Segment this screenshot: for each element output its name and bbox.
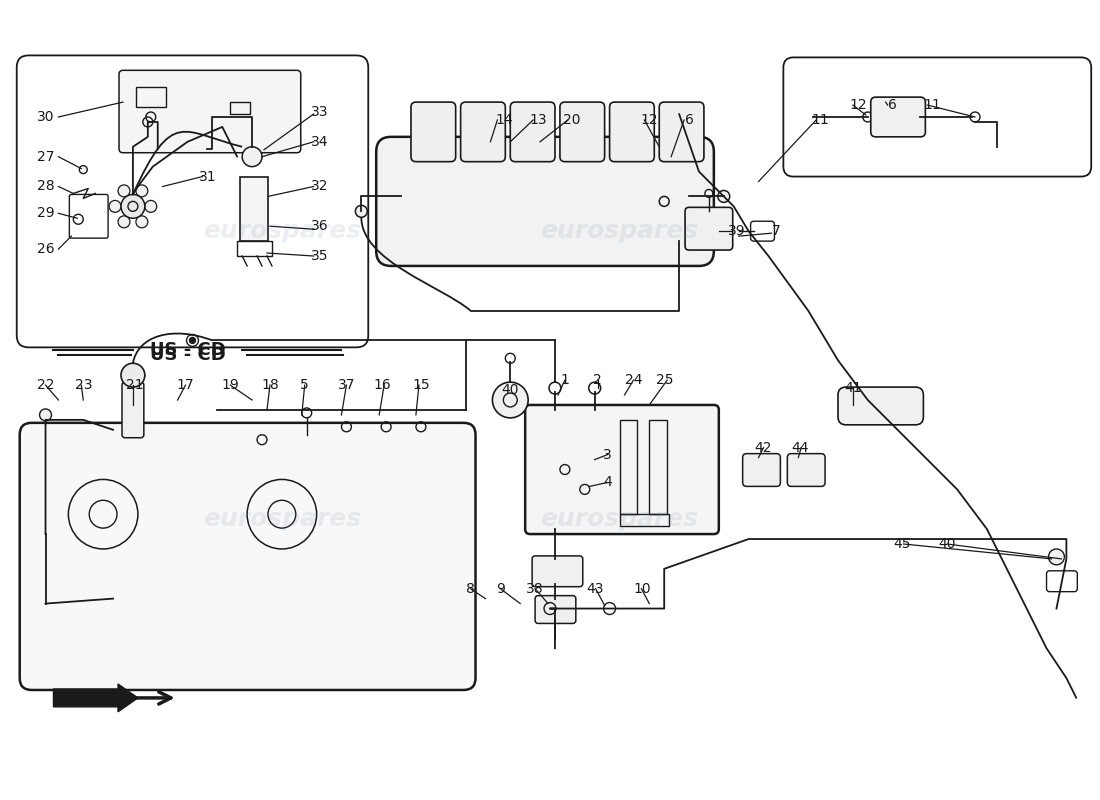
Text: 5: 5 [300, 378, 309, 392]
Text: 45: 45 [894, 537, 911, 551]
Text: 6: 6 [888, 98, 896, 112]
Text: 25: 25 [657, 373, 674, 387]
FancyBboxPatch shape [119, 70, 300, 153]
FancyBboxPatch shape [376, 137, 714, 266]
FancyBboxPatch shape [411, 102, 455, 162]
Text: 17: 17 [177, 378, 195, 392]
Text: 8: 8 [466, 582, 475, 596]
FancyBboxPatch shape [609, 102, 654, 162]
Circle shape [118, 216, 130, 228]
FancyBboxPatch shape [742, 454, 780, 486]
Bar [649, 420, 668, 514]
Text: US - CD: US - CD [150, 342, 226, 359]
FancyBboxPatch shape [535, 596, 575, 623]
Text: 41: 41 [844, 381, 861, 395]
Text: 40: 40 [502, 383, 519, 397]
Circle shape [40, 409, 52, 421]
FancyBboxPatch shape [659, 102, 704, 162]
Text: 1: 1 [561, 373, 570, 387]
Text: 38: 38 [526, 582, 543, 596]
Text: 2: 2 [593, 373, 602, 387]
Text: 12: 12 [640, 113, 658, 127]
Circle shape [493, 382, 528, 418]
Circle shape [109, 200, 121, 212]
FancyBboxPatch shape [685, 207, 733, 250]
Text: 32: 32 [311, 179, 329, 194]
Text: 35: 35 [311, 249, 329, 263]
Text: eurospares: eurospares [202, 219, 361, 243]
FancyBboxPatch shape [788, 454, 825, 486]
Text: 33: 33 [311, 105, 329, 119]
Text: 43: 43 [586, 582, 604, 596]
Circle shape [118, 185, 130, 197]
Bar [619, 420, 637, 514]
Text: eurospares: eurospares [540, 219, 698, 243]
Circle shape [242, 146, 262, 166]
Bar [136, 87, 166, 107]
Text: 3: 3 [603, 448, 612, 462]
Text: 21: 21 [126, 378, 144, 392]
FancyBboxPatch shape [122, 382, 144, 438]
FancyBboxPatch shape [510, 102, 556, 162]
Text: US - CD: US - CD [150, 346, 226, 364]
Circle shape [121, 363, 145, 387]
Text: 40: 40 [938, 537, 956, 551]
Circle shape [1048, 549, 1065, 565]
FancyBboxPatch shape [871, 97, 925, 137]
FancyBboxPatch shape [560, 102, 605, 162]
Bar [619, 514, 669, 526]
Circle shape [718, 190, 729, 202]
Text: 27: 27 [36, 150, 54, 164]
FancyBboxPatch shape [461, 102, 505, 162]
Text: 13: 13 [529, 113, 547, 127]
Text: 44: 44 [792, 441, 808, 454]
Bar [238, 241, 272, 256]
Text: 29: 29 [36, 206, 54, 220]
Circle shape [136, 185, 147, 197]
FancyBboxPatch shape [525, 405, 718, 534]
Text: 6: 6 [684, 113, 693, 127]
Circle shape [355, 206, 367, 218]
Text: 30: 30 [36, 110, 54, 124]
Circle shape [136, 216, 147, 228]
Circle shape [189, 338, 196, 343]
Bar [230, 102, 250, 114]
Text: 15: 15 [412, 378, 430, 392]
Circle shape [145, 200, 157, 212]
Text: 34: 34 [311, 135, 329, 149]
Text: 16: 16 [373, 378, 390, 392]
Text: 14: 14 [495, 113, 513, 127]
FancyArrow shape [54, 684, 138, 712]
FancyBboxPatch shape [838, 387, 923, 425]
FancyBboxPatch shape [783, 58, 1091, 177]
Text: 28: 28 [36, 179, 54, 194]
Text: 11: 11 [924, 98, 942, 112]
Text: 26: 26 [36, 242, 54, 256]
Text: 4: 4 [603, 475, 612, 490]
Text: 36: 36 [311, 219, 329, 234]
Text: 22: 22 [36, 378, 54, 392]
Text: 39: 39 [728, 224, 746, 238]
Text: 7: 7 [772, 224, 781, 238]
Text: 24: 24 [625, 373, 642, 387]
Text: 11: 11 [811, 113, 829, 127]
Circle shape [121, 194, 145, 218]
Text: 19: 19 [221, 378, 239, 392]
Text: 23: 23 [75, 378, 92, 392]
Text: 12: 12 [849, 98, 867, 112]
FancyBboxPatch shape [20, 423, 475, 690]
FancyBboxPatch shape [532, 556, 583, 586]
Text: 20: 20 [563, 113, 581, 127]
Text: 10: 10 [634, 582, 651, 596]
Bar [240, 177, 268, 241]
Text: eurospares: eurospares [540, 507, 698, 531]
FancyBboxPatch shape [16, 55, 368, 347]
Text: 42: 42 [755, 441, 772, 454]
Text: 18: 18 [261, 378, 278, 392]
Text: 9: 9 [496, 582, 505, 596]
Text: 31: 31 [199, 170, 217, 183]
Text: eurospares: eurospares [202, 507, 361, 531]
Text: 37: 37 [338, 378, 355, 392]
